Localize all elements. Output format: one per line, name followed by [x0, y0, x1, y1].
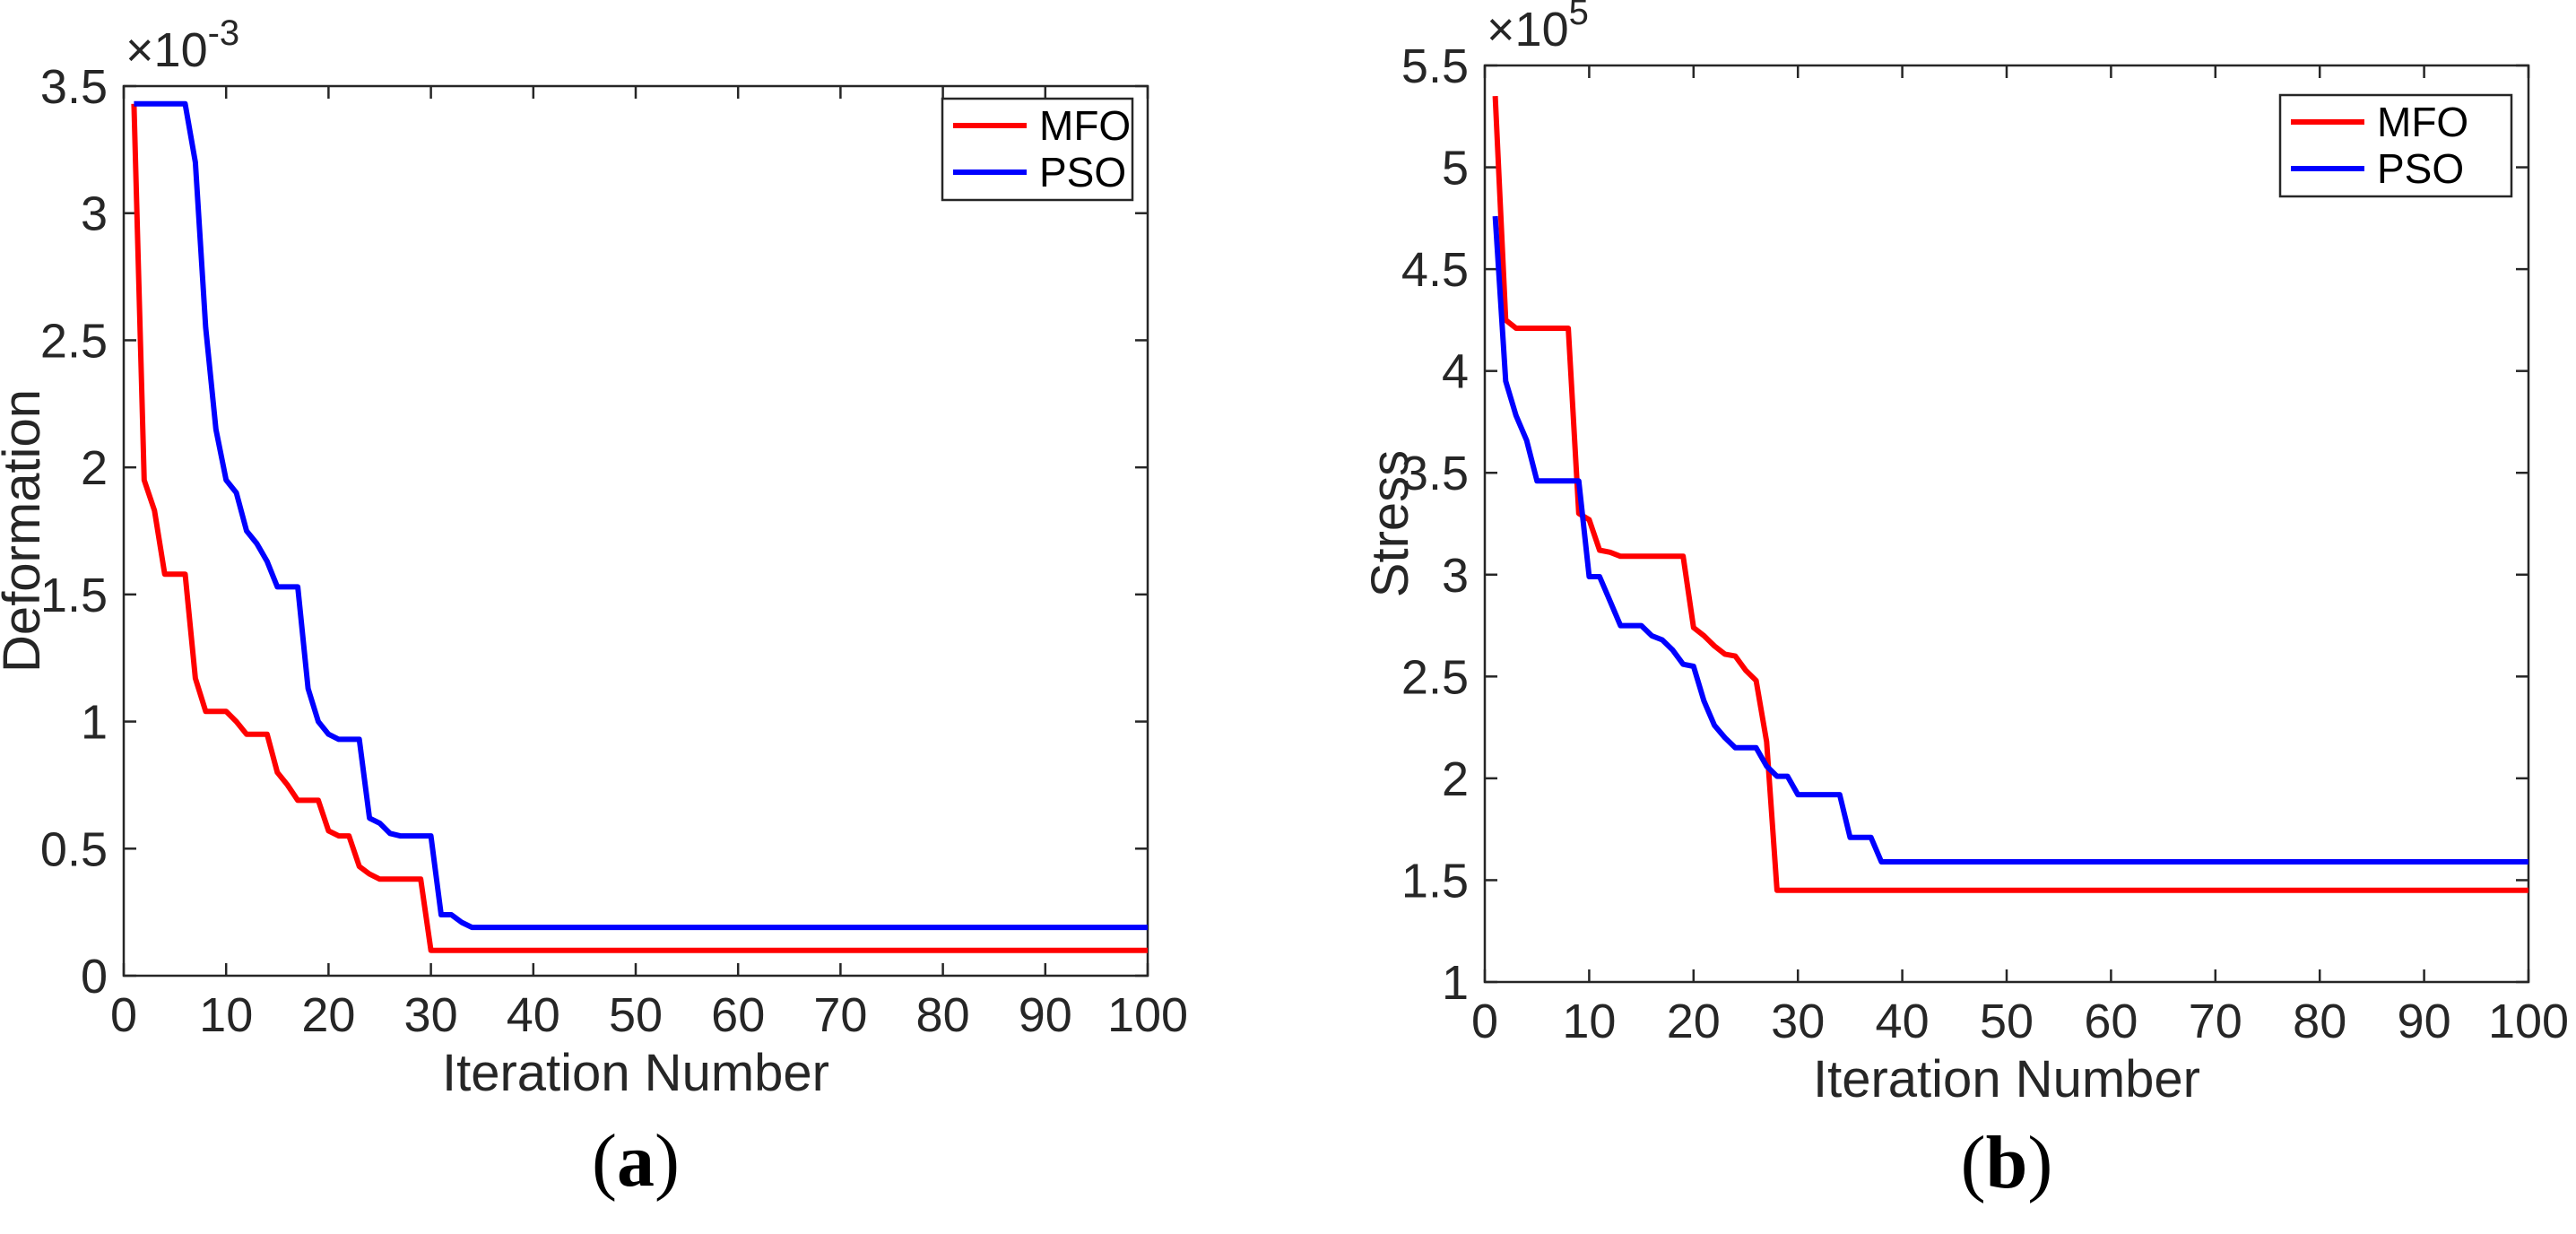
x-tick-label: 100 [1107, 988, 1188, 1042]
x-tick-label: 40 [507, 988, 560, 1042]
y-tick-label: 5 [1442, 142, 1469, 196]
x-tick-label: 80 [2293, 995, 2346, 1048]
y-axis-label: Stress [1361, 450, 1419, 597]
caption-close: ) [2027, 1121, 2052, 1204]
y-exponent-label: ×105 [1487, 0, 1589, 56]
x-tick-label: 80 [916, 988, 970, 1042]
x-tick-label: 20 [1667, 995, 1721, 1048]
panel-caption: (b) [1961, 1121, 2053, 1204]
y-tick-label: 4.5 [1401, 243, 1469, 297]
plot-area-b [1483, 64, 2530, 984]
panel-caption: (a) [592, 1119, 680, 1203]
legend-box [941, 97, 1134, 202]
y-tick-label: 3 [1442, 549, 1469, 603]
x-tick-label: 40 [1876, 995, 1930, 1048]
y-tick-label: 5.5 [1401, 39, 1469, 93]
series-line-mfo [1492, 95, 2528, 893]
x-tick-label: 70 [813, 988, 867, 1042]
legend-label-mfo: MFO [2377, 99, 2468, 145]
x-tick-label: 100 [2488, 995, 2569, 1048]
x-tick-label: 60 [2084, 995, 2138, 1048]
y-exponent-base: ×10 [126, 23, 208, 77]
x-tick-label: 0 [110, 988, 137, 1042]
series-line-mfo [131, 103, 1148, 953]
y-exponent-label: ×10-3 [126, 13, 239, 77]
x-tick-label: 30 [404, 988, 458, 1042]
caption-letter: b [1986, 1121, 2028, 1204]
y-tick-label: 2 [1442, 752, 1469, 806]
x-tick-label: 90 [1019, 988, 1072, 1042]
y-axis-label: Deformation [0, 389, 51, 673]
x-tick-label: 0 [1471, 995, 1498, 1048]
y-tick-label: 2 [81, 441, 108, 495]
x-tick-label: 90 [2398, 995, 2451, 1048]
legend-box [2278, 93, 2513, 198]
caption-open: ( [1961, 1121, 1986, 1204]
x-tick-label: 10 [1562, 995, 1616, 1048]
y-tick-label: 1 [1442, 956, 1469, 1010]
y-tick-label: 0 [81, 950, 108, 1004]
chart-panel-b: 0 10 20 30 40 50 60 70 80 90 100 1 1.5 2 2.5 3 3.5 4 4.5 5 5… [1361, 0, 2569, 1204]
caption-open: ( [592, 1119, 617, 1203]
series-line-pso [1492, 215, 2528, 865]
x-tick-label: 60 [711, 988, 765, 1042]
x-axis-label: Iteration Number [1813, 1050, 2200, 1108]
x-tick-label: 10 [199, 988, 253, 1042]
y-tick-label: 3 [81, 187, 108, 241]
y-tick-label: 2.5 [40, 314, 108, 368]
y-tick-label: 3.5 [1401, 447, 1469, 500]
y-exponent-power: -3 [208, 13, 240, 53]
caption-letter: a [617, 1119, 655, 1203]
y-tick-label: 1 [81, 696, 108, 750]
series-line-pso [134, 100, 1148, 931]
chart-panel-a: 0 10 20 30 40 50 60 70 80 90 100 0 0.5 1 1.5 2 2.5 3 3.5 ×1… [0, 13, 1188, 1203]
x-tick-label: 50 [609, 988, 663, 1042]
y-exponent-power: 5 [1569, 0, 1589, 32]
y-tick-label: 3.5 [40, 60, 108, 114]
x-tick-label: 20 [301, 988, 355, 1042]
plot-area-a [122, 84, 1149, 978]
caption-close: ) [655, 1119, 680, 1203]
legend-label-mfo: MFO [1039, 102, 1131, 149]
y-exponent-base: ×10 [1487, 3, 1569, 56]
y-tick-label: 2.5 [1401, 650, 1469, 704]
legend-label-pso: PSO [1039, 149, 1126, 196]
x-tick-label: 30 [1771, 995, 1825, 1048]
y-tick-label: 4 [1442, 345, 1469, 399]
legend-label-pso: PSO [2377, 145, 2464, 192]
y-tick-label: 0.5 [40, 822, 108, 876]
y-tick-label: 1.5 [40, 569, 108, 622]
y-tick-label: 1.5 [1401, 854, 1469, 908]
x-tick-label: 70 [2189, 995, 2242, 1048]
x-tick-label: 50 [1980, 995, 2034, 1048]
x-axis-label: Iteration Number [442, 1044, 829, 1102]
